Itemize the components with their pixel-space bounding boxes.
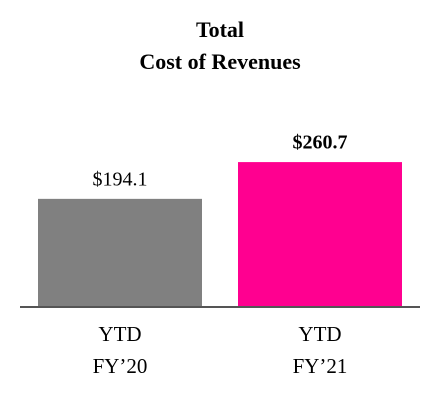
value-label: $194.1: [93, 168, 148, 190]
value-label: $260.7: [293, 132, 348, 154]
bar: [38, 198, 202, 306]
x-tick-label: FY’20: [93, 354, 148, 378]
chart-title: Cost of Revenues: [139, 49, 301, 74]
bar: [238, 162, 402, 306]
x-tick-label: FY’21: [293, 354, 348, 378]
x-tick-label: YTD: [298, 322, 341, 346]
chart-title: Total: [196, 17, 244, 42]
x-tick-label: YTD: [98, 322, 141, 346]
